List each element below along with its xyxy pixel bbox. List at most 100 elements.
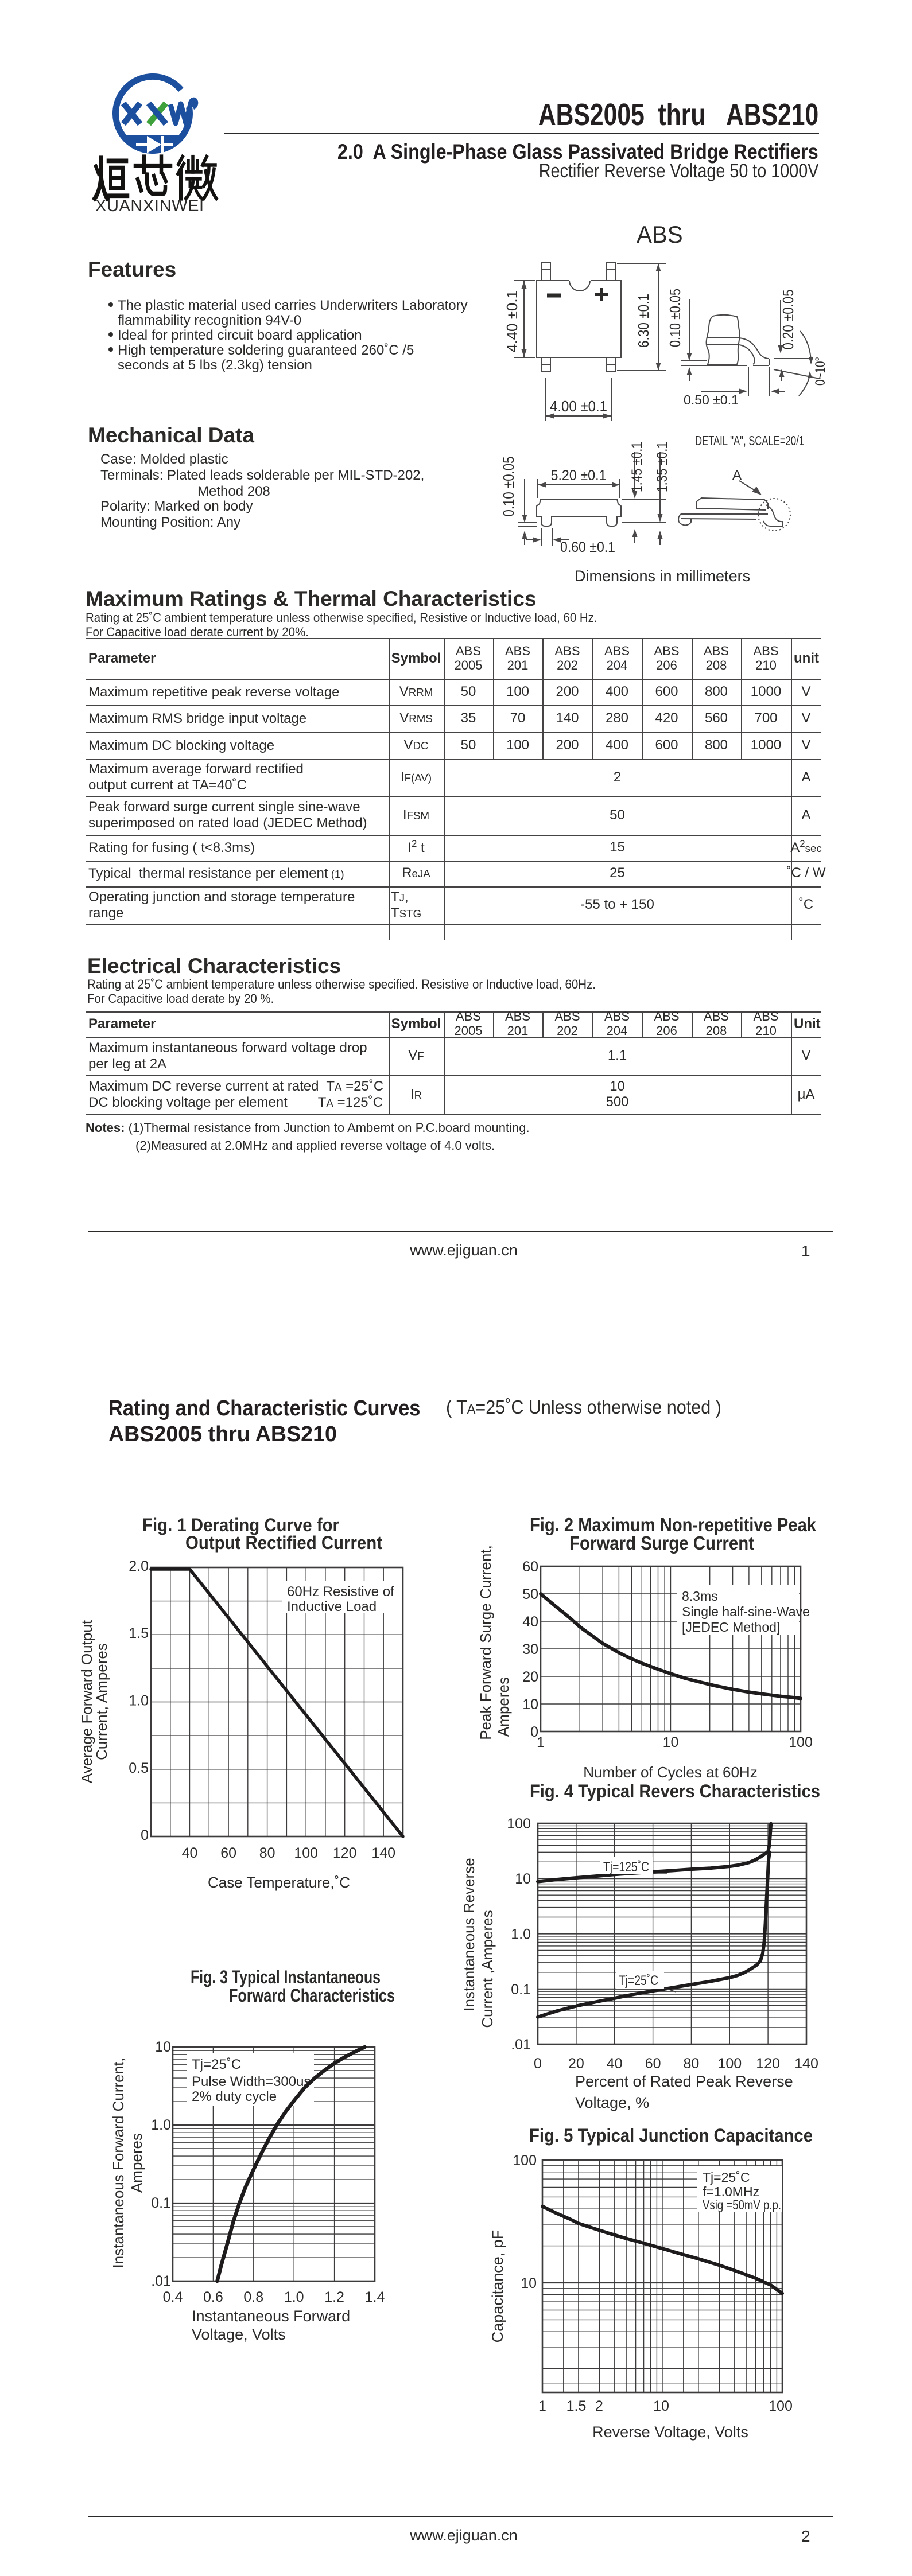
svg-text:2: 2 — [595, 2398, 603, 2414]
svg-text:0~10°: 0~10° — [813, 357, 828, 386]
svg-text:0.1: 0.1 — [511, 1982, 531, 1998]
svg-text:100: 100 — [507, 1816, 531, 1832]
svg-text:0: 0 — [534, 2056, 542, 2072]
svg-text:60: 60 — [522, 1559, 538, 1575]
svg-text:Instantaneous Forward Current,: Instantaneous Forward Current, — [110, 2057, 127, 2268]
svg-text:Pulse Width=300us: Pulse Width=300us — [192, 2074, 311, 2089]
svg-text:0.4: 0.4 — [163, 2289, 183, 2305]
svg-text:40: 40 — [607, 2056, 623, 2072]
svg-text:DETAIL "A", SCALE=20/1: DETAIL "A", SCALE=20/1 — [695, 433, 804, 448]
svg-text:1: 1 — [538, 2398, 546, 2414]
svg-text:Capacitance, pF: Capacitance, pF — [489, 2230, 506, 2343]
svg-text:Case Temperature,˚C: Case Temperature,˚C — [208, 1874, 350, 1891]
svg-text:1.0: 1.0 — [151, 2117, 171, 2133]
svg-text:Fig. 3 Typical Instantaneous: Fig. 3 Typical Instantaneous — [191, 1967, 381, 1987]
svg-text:Reverse Voltage, Volts: Reverse Voltage, Volts — [592, 2423, 748, 2441]
svg-text:0.6: 0.6 — [203, 2289, 223, 2305]
svg-text:1.5: 1.5 — [566, 2398, 587, 2414]
svg-text:40: 40 — [182, 1845, 198, 1861]
svg-text:0.20 ±0.05: 0.20 ±0.05 — [779, 290, 797, 350]
svg-text:0: 0 — [530, 1724, 538, 1740]
svg-text:0.5: 0.5 — [129, 1760, 149, 1776]
svg-text:[JEDEC Method]: [JEDEC Method] — [682, 1620, 780, 1635]
svg-text:10: 10 — [521, 2275, 537, 2291]
svg-text:100: 100 — [769, 2398, 793, 2414]
svg-text:20: 20 — [522, 1669, 538, 1685]
svg-text:Output Rectified Current: Output Rectified Current — [185, 1532, 382, 1553]
svg-text:0.10 ±0.05: 0.10 ±0.05 — [500, 457, 517, 517]
svg-text:Vsig =50mV p.p.: Vsig =50mV p.p. — [703, 2197, 781, 2212]
svg-text:Amperes: Amperes — [128, 2133, 145, 2193]
svg-text:8.3ms: 8.3ms — [682, 1589, 718, 1604]
svg-text:Fig. 1 Derating Curve for: Fig. 1 Derating Curve for — [142, 1515, 339, 1535]
svg-text:30: 30 — [522, 1641, 538, 1657]
svg-text:XUANXINWEI: XUANXINWEI — [95, 197, 204, 215]
svg-text:Voltage, Volts: Voltage, Volts — [192, 2326, 286, 2343]
svg-text:1: 1 — [537, 1734, 545, 1750]
svg-text:Fig. 4 Typical Revers Characte: Fig. 4 Typical Revers Characteristics — [530, 1781, 820, 1801]
svg-text:50: 50 — [522, 1586, 538, 1602]
svg-text:120: 120 — [756, 2056, 780, 2072]
svg-text:Fig. 5 Typical Junction Capaci: Fig. 5 Typical Junction Capacitance — [529, 2125, 813, 2146]
svg-text:Tj=25˚C: Tj=25˚C — [192, 2057, 241, 2072]
svg-text:2% duty cycle: 2% duty cycle — [192, 2089, 277, 2104]
svg-text:140: 140 — [371, 1845, 395, 1861]
svg-text:5.20 ±0.1: 5.20 ±0.1 — [551, 468, 607, 484]
svg-text:1.0: 1.0 — [511, 1927, 531, 1943]
svg-text:100: 100 — [717, 2056, 742, 2072]
svg-text:1.0: 1.0 — [129, 1693, 149, 1709]
svg-text:Tj=125˚C: Tj=125˚C — [603, 1859, 649, 1875]
svg-text:1.2: 1.2 — [324, 2289, 344, 2305]
svg-text:80: 80 — [683, 2056, 699, 2072]
svg-text:1.5: 1.5 — [129, 1625, 149, 1641]
svg-text:10: 10 — [653, 2398, 669, 2414]
svg-text:120: 120 — [333, 1845, 357, 1861]
svg-text:Peak Forward Surge Current,: Peak Forward Surge Current, — [477, 1545, 494, 1740]
svg-text:40: 40 — [522, 1614, 538, 1630]
svg-text:60: 60 — [220, 1845, 236, 1861]
svg-text:80: 80 — [259, 1845, 275, 1861]
svg-text:Tj=25˚C: Tj=25˚C — [619, 1973, 658, 1989]
svg-text:Average Forward Output: Average Forward Output — [78, 1620, 95, 1783]
svg-text:6.30 ±0.1: 6.30 ±0.1 — [635, 294, 652, 348]
svg-text:0.8: 0.8 — [243, 2289, 263, 2305]
svg-text:60: 60 — [645, 2056, 661, 2072]
svg-text:Tj=25˚C: Tj=25˚C — [703, 2170, 750, 2185]
svg-text:Current ,Amperes: Current ,Amperes — [479, 1910, 496, 2028]
svg-text:2.0: 2.0 — [129, 1558, 149, 1574]
svg-text:Current, Amperes: Current, Amperes — [93, 1643, 110, 1760]
svg-text:f=1.0MHz: f=1.0MHz — [703, 2184, 759, 2199]
svg-text:1.4: 1.4 — [365, 2289, 385, 2305]
svg-text:10: 10 — [522, 1696, 538, 1713]
svg-text:100: 100 — [789, 1734, 813, 1750]
svg-text:0.60 ±0.1: 0.60 ±0.1 — [560, 539, 615, 555]
svg-text:10: 10 — [515, 1871, 531, 1887]
svg-text:Forward Surge Current: Forward Surge Current — [569, 1532, 754, 1554]
svg-text:0.50 ±0.1: 0.50 ±0.1 — [684, 392, 739, 407]
svg-text:10: 10 — [663, 1734, 679, 1750]
svg-text:Instantaneous Reverse: Instantaneous Reverse — [460, 1858, 478, 2011]
svg-text:0.1: 0.1 — [151, 2195, 171, 2211]
svg-text:Voltage, %: Voltage, % — [575, 2094, 649, 2111]
svg-text:Single half-sine-Wave: Single half-sine-Wave — [682, 1604, 810, 1619]
svg-text:100: 100 — [294, 1845, 318, 1861]
svg-text:1.0: 1.0 — [284, 2289, 304, 2305]
svg-text:1.45 ±0.1: 1.45 ±0.1 — [629, 442, 645, 492]
svg-text:10: 10 — [155, 2039, 171, 2055]
svg-text:Percent of Rated Peak Reverse: Percent of Rated Peak Reverse — [575, 2073, 793, 2090]
svg-text:Number of Cycles at 60Hz: Number of Cycles at 60Hz — [583, 1764, 757, 1781]
svg-text:4.40 ±0.1: 4.40 ±0.1 — [503, 290, 521, 352]
svg-text:.01: .01 — [151, 2273, 171, 2289]
svg-text:140: 140 — [794, 2056, 818, 2072]
svg-text:Instantaneous Forward: Instantaneous Forward — [192, 2307, 350, 2325]
svg-text:Fig. 2 Maximum Non-repetitive: Fig. 2 Maximum Non-repetitive Peak — [530, 1514, 817, 1535]
svg-text:60Hz Resistive of: 60Hz Resistive of — [287, 1584, 394, 1600]
svg-text:100: 100 — [513, 2153, 537, 2169]
svg-text:Amperes: Amperes — [495, 1677, 512, 1737]
svg-text:Forward Characteristics: Forward Characteristics — [229, 1985, 395, 2006]
svg-text:4.00 ±0.1: 4.00 ±0.1 — [550, 398, 607, 415]
svg-text:20: 20 — [568, 2056, 584, 2072]
svg-text:0.10 ±0.05: 0.10 ±0.05 — [666, 289, 684, 347]
svg-text:A: A — [732, 468, 742, 483]
svg-text:0: 0 — [141, 1827, 149, 1843]
